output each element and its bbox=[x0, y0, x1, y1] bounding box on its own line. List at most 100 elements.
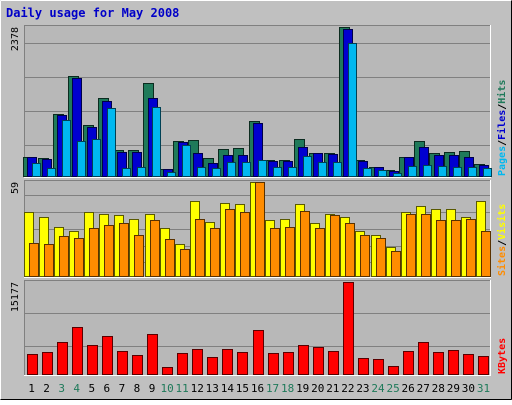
bar-sites-day-14 bbox=[225, 209, 235, 277]
x-tick-label-day-13: 13 bbox=[206, 382, 219, 395]
x-tick-label-day-7: 7 bbox=[119, 382, 126, 395]
bar-pages-day-25 bbox=[393, 173, 402, 177]
x-tick-label-day-4: 4 bbox=[73, 382, 80, 395]
y-max-label: 15177 bbox=[10, 282, 21, 312]
y-max-label: 59 bbox=[10, 182, 21, 194]
bar-kbytes-day-30 bbox=[463, 354, 474, 375]
legend-separator: / bbox=[497, 140, 508, 146]
bar-sites-day-18 bbox=[285, 227, 295, 277]
bar-pages-day-30 bbox=[468, 167, 477, 177]
bar-sites-day-8 bbox=[134, 235, 144, 277]
bar-kbytes-day-29 bbox=[448, 350, 459, 375]
bar-sites-day-1 bbox=[29, 243, 39, 277]
x-tick-label-day-27: 27 bbox=[417, 382, 430, 395]
x-tick-label-day-8: 8 bbox=[134, 382, 141, 395]
bar-pages-day-9 bbox=[152, 107, 161, 177]
bar-pages-day-13 bbox=[212, 168, 221, 177]
bar-pages-day-19 bbox=[303, 156, 312, 177]
x-tick-label-day-17: 17 bbox=[266, 382, 279, 395]
bar-sites-day-20 bbox=[315, 228, 325, 277]
chart-title: Daily usage for May 2008 bbox=[6, 6, 179, 20]
legend-files: Files bbox=[496, 110, 508, 140]
bar-kbytes-day-17 bbox=[268, 353, 279, 375]
x-tick-label-day-11: 11 bbox=[176, 382, 189, 395]
bar-pages-day-24 bbox=[378, 170, 387, 177]
bar-sites-day-29 bbox=[451, 220, 461, 277]
bar-sites-day-21 bbox=[330, 215, 340, 277]
bar-sites-day-3 bbox=[59, 236, 69, 277]
bar-pages-day-10 bbox=[167, 172, 176, 177]
x-tick-label-day-3: 3 bbox=[58, 382, 65, 395]
bar-sites-day-28 bbox=[436, 220, 446, 277]
bar-pages-day-16 bbox=[258, 160, 267, 177]
bar-kbytes-day-28 bbox=[433, 352, 444, 375]
x-tick-label-day-1: 1 bbox=[28, 382, 35, 395]
bar-kbytes-day-4 bbox=[72, 327, 83, 375]
bar-pages-day-22 bbox=[348, 43, 357, 177]
bar-pages-day-2 bbox=[47, 168, 56, 177]
bar-pages-day-17 bbox=[273, 167, 282, 177]
legend-separator: / bbox=[497, 240, 508, 246]
bar-kbytes-day-18 bbox=[283, 352, 294, 375]
legend-label: KBytes bbox=[497, 338, 508, 374]
bar-sites-day-5 bbox=[89, 228, 99, 277]
bar-sites-day-4 bbox=[74, 238, 84, 277]
bar-kbytes-day-1 bbox=[27, 354, 38, 375]
x-tick-label-day-23: 23 bbox=[356, 382, 369, 395]
bar-sites-day-2 bbox=[44, 244, 54, 277]
bar-kbytes-day-11 bbox=[177, 353, 188, 375]
bar-pages-day-11 bbox=[182, 145, 191, 177]
legend-pages: Pages bbox=[497, 146, 508, 176]
bar-kbytes-day-27 bbox=[418, 342, 429, 375]
x-tick-label-day-10: 10 bbox=[160, 382, 173, 395]
bar-pages-day-26 bbox=[408, 166, 417, 177]
x-tick-label-day-19: 19 bbox=[296, 382, 309, 395]
bar-pages-day-7 bbox=[122, 168, 131, 177]
x-tick-label-day-20: 20 bbox=[311, 382, 324, 395]
bar-pages-day-5 bbox=[92, 139, 101, 177]
x-tick-label-day-26: 26 bbox=[402, 382, 415, 395]
x-tick-label-day-9: 9 bbox=[149, 382, 156, 395]
bar-sites-day-7 bbox=[119, 223, 129, 277]
bar-kbytes-day-5 bbox=[87, 345, 98, 375]
bar-sites-day-25 bbox=[391, 251, 401, 277]
x-tick-label-day-25: 25 bbox=[386, 382, 399, 395]
bar-kbytes-day-20 bbox=[313, 347, 324, 375]
chart-panels: 2378Pages/Files/Hits59Sites/Visits15177K… bbox=[10, 25, 508, 376]
bar-pages-day-29 bbox=[453, 167, 462, 177]
panel-3: 15177 KBytes bbox=[10, 280, 508, 376]
bar-kbytes-day-22 bbox=[343, 282, 354, 375]
bar-kbytes-day-19 bbox=[298, 345, 309, 375]
bar-sites-day-30 bbox=[466, 219, 476, 277]
y-max-label: 2378 bbox=[10, 27, 21, 51]
x-tick-label-day-28: 28 bbox=[432, 382, 445, 395]
bar-kbytes-day-6 bbox=[102, 336, 113, 375]
x-tick-label-day-30: 30 bbox=[462, 382, 475, 395]
bar-sites-day-6 bbox=[104, 225, 114, 277]
bar-sites-day-24 bbox=[376, 238, 386, 277]
bar-kbytes-day-2 bbox=[42, 352, 53, 375]
bar-kbytes-day-14 bbox=[222, 349, 233, 375]
bar-pages-day-31 bbox=[483, 168, 492, 177]
bar-sites-day-19 bbox=[300, 211, 310, 277]
bar-pages-day-23 bbox=[363, 168, 372, 177]
bar-kbytes-day-21 bbox=[328, 351, 339, 375]
bar-pages-day-20 bbox=[318, 162, 327, 177]
bar-kbytes-day-16 bbox=[253, 330, 264, 375]
bar-kbytes-day-12 bbox=[192, 349, 203, 375]
bar-sites-day-10 bbox=[165, 239, 175, 277]
x-tick-label-day-16: 16 bbox=[251, 382, 264, 395]
x-tick-label-day-21: 21 bbox=[326, 382, 339, 395]
bar-sites-day-27 bbox=[421, 214, 431, 277]
bar-sites-day-23 bbox=[360, 235, 370, 277]
bar-sites-day-15 bbox=[240, 212, 250, 277]
bar-sites-day-31 bbox=[481, 231, 491, 277]
x-tick-label-day-6: 6 bbox=[104, 382, 111, 395]
bar-pages-day-1 bbox=[32, 163, 41, 177]
bar-sites-day-9 bbox=[150, 220, 160, 277]
bar-sites-day-26 bbox=[406, 214, 416, 277]
bar-sites-day-22 bbox=[345, 223, 355, 277]
